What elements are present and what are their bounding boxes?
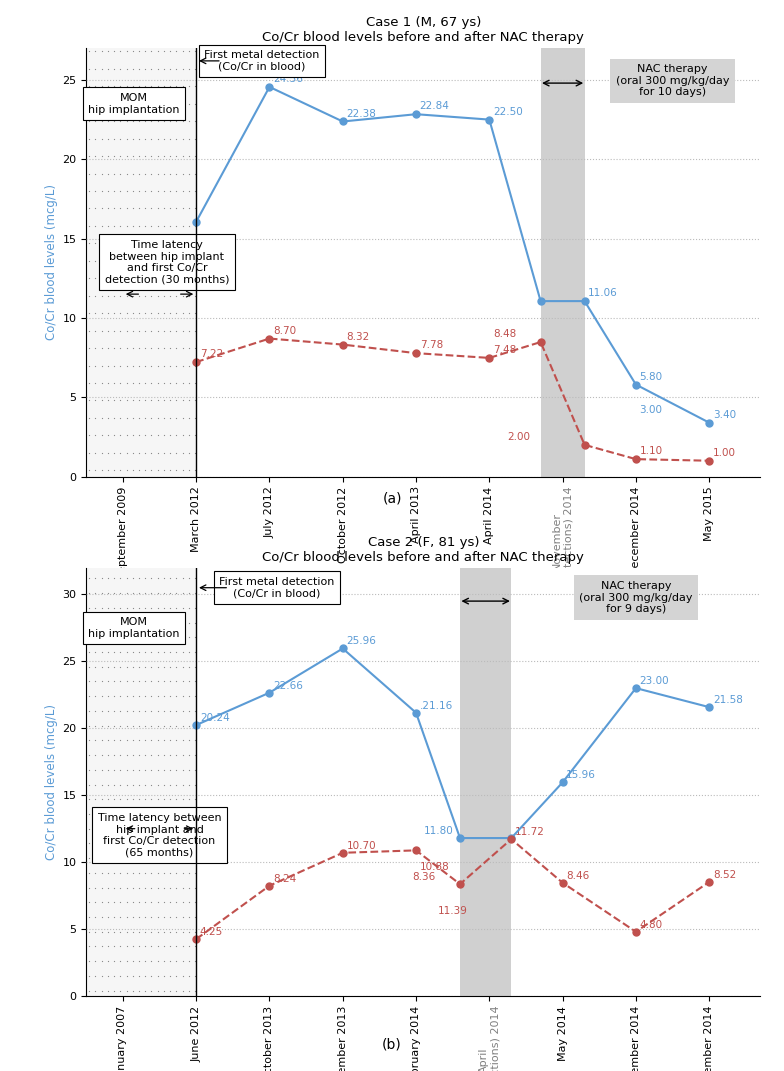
Bar: [86, 568, 196, 996]
Text: 4.80: 4.80: [640, 920, 662, 930]
Text: 4.25: 4.25: [200, 927, 223, 937]
Text: 8.24: 8.24: [273, 874, 296, 884]
Text: 16.06: 16.06: [158, 245, 187, 256]
Text: Time latency between
hip implant and
first Co/Cr detection
(65 months): Time latency between hip implant and fir…: [98, 813, 221, 858]
Y-axis label: Co/Cr blood levels (mcg/L): Co/Cr blood levels (mcg/L): [45, 704, 58, 860]
Text: 22.84: 22.84: [419, 102, 449, 111]
Text: 7.22: 7.22: [200, 349, 223, 359]
Text: 7.78: 7.78: [419, 341, 443, 350]
Text: 11.72: 11.72: [515, 827, 545, 838]
Text: 23.00: 23.00: [640, 676, 670, 687]
Text: 8.70: 8.70: [273, 326, 296, 336]
Text: 25.96: 25.96: [347, 636, 376, 647]
Text: 21.58: 21.58: [713, 695, 742, 705]
Bar: [86, 48, 196, 477]
Text: 2.00: 2.00: [508, 432, 531, 442]
Text: 10.88: 10.88: [419, 862, 449, 873]
Legend: Co blood levels, Cr blood levels: Co blood levels, Cr blood levels: [93, 603, 405, 625]
Text: 8.36: 8.36: [412, 872, 436, 883]
Title: Case 1 (M, 67 ys)
Co/Cr blood levels before and after NAC therapy: Case 1 (M, 67 ys) Co/Cr blood levels bef…: [263, 16, 584, 44]
Text: 22.66: 22.66: [273, 681, 303, 691]
Y-axis label: Co/Cr blood levels (mcg/L): Co/Cr blood levels (mcg/L): [45, 184, 58, 341]
Text: 11.39: 11.39: [438, 906, 468, 916]
Text: (b): (b): [382, 1037, 402, 1052]
Title: Case 2 (F, 81 ys)
Co/Cr blood levels before and after NAC therapy: Case 2 (F, 81 ys) Co/Cr blood levels bef…: [263, 536, 584, 563]
Text: (a): (a): [383, 491, 401, 506]
Text: NAC therapy
(oral 300 mg/kg/day
for 10 days): NAC therapy (oral 300 mg/kg/day for 10 d…: [615, 64, 729, 97]
Text: MOM
hip implantation: MOM hip implantation: [88, 617, 180, 638]
Text: 22.50: 22.50: [493, 107, 523, 117]
Text: 24.56: 24.56: [273, 74, 303, 85]
Text: 8.32: 8.32: [347, 332, 370, 342]
Text: 22.38: 22.38: [347, 109, 376, 119]
X-axis label: Time from MOM hip implant: Time from MOM hip implant: [336, 600, 510, 613]
Text: 11.80: 11.80: [423, 826, 453, 836]
Text: 3.00: 3.00: [640, 405, 662, 416]
Text: 7.48: 7.48: [493, 345, 516, 356]
Text: 15.96: 15.96: [566, 770, 596, 781]
Text: Time latency
between hip implant
and first Co/Cr
detection (30 months): Time latency between hip implant and fir…: [104, 240, 229, 285]
Text: MOM
hip implantation: MOM hip implantation: [88, 93, 180, 115]
Text: 3.40: 3.40: [713, 410, 736, 420]
Text: NAC therapy
(oral 300 mg/kg/day
for 9 days): NAC therapy (oral 300 mg/kg/day for 9 da…: [579, 580, 692, 614]
Text: 20.24: 20.24: [200, 713, 230, 723]
Text: 1.00: 1.00: [713, 448, 736, 458]
Text: 1.10: 1.10: [640, 447, 662, 456]
Text: 10.70: 10.70: [347, 841, 376, 850]
Text: First metal detection
(Co/Cr in blood): First metal detection (Co/Cr in blood): [219, 577, 335, 599]
Text: 5.80: 5.80: [640, 372, 662, 381]
Bar: [541, 48, 585, 477]
Bar: [460, 568, 511, 996]
Text: .21.16: .21.16: [419, 700, 453, 711]
Text: 8.46: 8.46: [566, 871, 590, 880]
Text: 11.06: 11.06: [588, 288, 618, 299]
Text: First metal detection
(Co/Cr in blood): First metal detection (Co/Cr in blood): [205, 50, 320, 72]
Text: 8.48: 8.48: [493, 329, 516, 340]
Text: 8.52: 8.52: [713, 870, 736, 880]
